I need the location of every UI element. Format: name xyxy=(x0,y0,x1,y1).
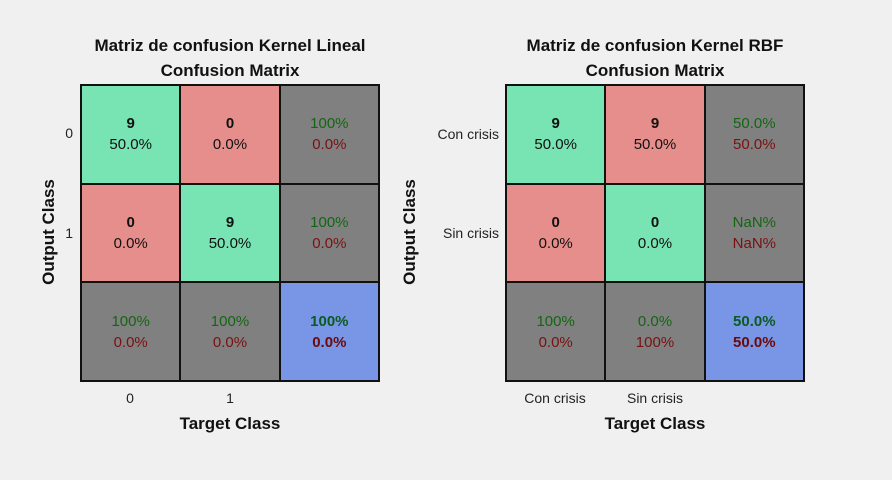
cell-value-top: 9 xyxy=(126,115,135,133)
cell-value-bottom: 50.0% xyxy=(733,333,776,351)
cell-value-bottom: 0.0% xyxy=(312,136,347,154)
matrix-cell-r0-c2: 50.0% 50.0% xyxy=(705,86,803,183)
cell-value-bottom: 50.0% xyxy=(733,136,776,154)
matrix-cell-r2-c2: 100% 0.0% xyxy=(280,283,378,380)
cell-value-top: 100% xyxy=(310,115,349,133)
chart2-title: Matriz de confusion Kernel RBF xyxy=(526,36,784,55)
cell-value-bottom: 0.0% xyxy=(113,333,148,351)
cell-value-bottom: 50.0% xyxy=(633,136,677,154)
cell-value-top: 100% xyxy=(310,312,349,330)
cell-value-bottom: 0.0% xyxy=(113,234,148,252)
cell-value-bottom: 0.0% xyxy=(312,234,347,252)
chart2-matrix: 9 50.0% 9 50.0% 50.0% 50.0% 0 0.0% 0 0.0% NaN% NaN%… xyxy=(505,84,805,382)
cell-value-bottom: 0.0% xyxy=(538,234,573,252)
matrix-cell-r1-c2: 100% 0.0% xyxy=(280,184,378,282)
cell-value-top: 50.0% xyxy=(733,115,776,133)
chart2-subtitle: Confusion Matrix xyxy=(585,61,725,80)
cell-value-top: 0 xyxy=(126,213,135,231)
cell-value-top: 0 xyxy=(225,115,235,133)
chart1-subtitle: Confusion Matrix xyxy=(160,61,300,80)
chart2-xtick-0: Con crisis xyxy=(524,390,586,406)
matrix-cell-r1-c1: 0 0.0% xyxy=(606,184,704,282)
matrix-cell-r2-c2: 50.0% 50.0% xyxy=(705,283,803,380)
chart1-xtick-1: 1 xyxy=(226,390,234,406)
cell-value-bottom: 50.0% xyxy=(109,136,152,154)
matrix-cell-r2-c0: 100% 0.0% xyxy=(82,283,180,380)
chart1-ytick-0: 0 xyxy=(65,125,73,141)
cell-value-top: 0.0% xyxy=(637,312,673,330)
cell-value-bottom: 50.0% xyxy=(534,136,577,154)
chart2-ytick-0: Con crisis xyxy=(437,126,499,142)
chart2-xtick-1: Sin crisis xyxy=(626,390,683,406)
cell-value-top: 9 xyxy=(551,115,560,133)
chart1-matrix: 9 50.0% 0 0.0% 100% 0.0% 0 0.0% 9 50.0% 100% 0.0% 10… xyxy=(80,84,380,382)
matrix-cell-r1-c1: 9 50.0% xyxy=(181,184,279,282)
chart2-xlabel: Target Class xyxy=(604,414,706,433)
cell-value-top: NaN% xyxy=(732,213,776,231)
cell-value-top: 100% xyxy=(310,213,349,231)
cell-value-bottom: 0.0% xyxy=(637,234,673,252)
matrix-cell-r1-c0: 0 0.0% xyxy=(507,184,605,282)
cell-value-bottom: 0.0% xyxy=(212,136,248,154)
cell-value-top: 50.0% xyxy=(733,312,776,330)
chart1-ytick-1: 1 xyxy=(65,225,73,241)
matrix-cell-r1-c2: NaN% NaN% xyxy=(705,184,803,282)
cell-value-top: 100% xyxy=(111,312,150,330)
cell-value-top: 0 xyxy=(551,213,560,231)
matrix-cell-r2-c1: 0.0% 100% xyxy=(606,283,704,380)
chart1-xtick-0: 0 xyxy=(126,390,134,406)
cell-value-bottom: 100% xyxy=(635,333,675,351)
cell-value-top: 9 xyxy=(225,213,235,231)
cell-value-top: 9 xyxy=(650,115,660,133)
matrix-cell-r0-c1: 0 0.0% xyxy=(181,86,279,183)
cell-value-top: 100% xyxy=(210,312,250,330)
matrix-cell-r1-c0: 0 0.0% xyxy=(82,184,180,282)
cell-value-top: 0 xyxy=(650,213,660,231)
matrix-cell-r0-c2: 100% 0.0% xyxy=(280,86,378,183)
chart1-xlabel: Target Class xyxy=(179,414,281,433)
cell-value-bottom: 50.0% xyxy=(208,234,252,252)
matrix-cell-r0-c0: 9 50.0% xyxy=(507,86,605,183)
cell-value-bottom: 0.0% xyxy=(312,333,347,351)
cell-value-bottom: NaN% xyxy=(732,234,776,252)
cell-value-bottom: 0.0% xyxy=(538,333,573,351)
matrix-cell-r0-c0: 9 50.0% xyxy=(82,86,180,183)
cell-value-bottom: 0.0% xyxy=(212,333,248,351)
matrix-cell-r2-c0: 100% 0.0% xyxy=(507,283,605,380)
cell-value-top: 100% xyxy=(536,312,575,330)
chart2-ytick-1: Sin crisis xyxy=(442,225,499,241)
matrix-cell-r2-c1: 100% 0.0% xyxy=(181,283,279,380)
chart1-title: Matriz de confusion Kernel Lineal xyxy=(94,36,366,55)
matrix-cell-r0-c1: 9 50.0% xyxy=(606,86,704,183)
